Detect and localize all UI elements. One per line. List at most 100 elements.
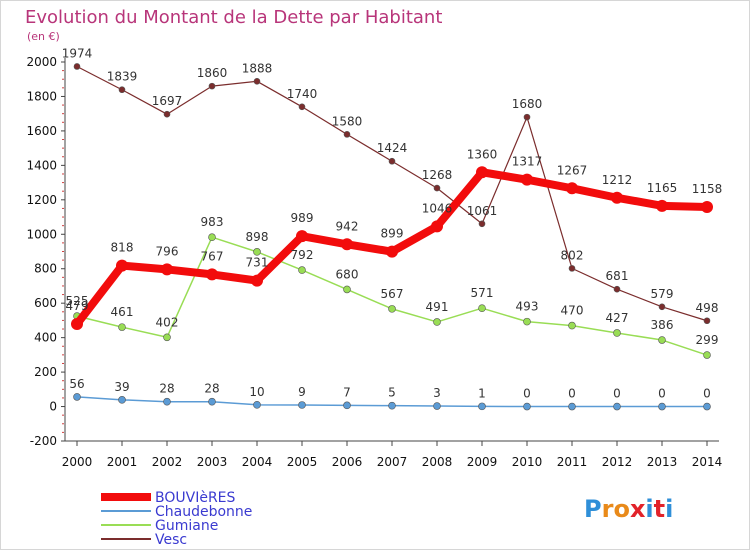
data-point-vesc xyxy=(478,220,486,228)
data-label-gumiane: 571 xyxy=(471,286,494,300)
data-point-chaudebonne xyxy=(658,402,666,411)
data-label-gumiane: 461 xyxy=(111,305,134,319)
data-label-bouvi-res: 899 xyxy=(381,227,404,241)
y-tick-label: 1600 xyxy=(26,124,57,138)
data-label-vesc: 1061 xyxy=(467,204,498,218)
x-tick-label: 2009 xyxy=(467,455,498,469)
x-tick-label: 2014 xyxy=(692,455,723,469)
data-label-chaudebonne: 0 xyxy=(613,387,621,401)
data-point-vesc xyxy=(343,131,351,138)
data-point-gumiane xyxy=(253,248,261,256)
data-point-bouvi-res xyxy=(161,263,173,276)
y-tick-label: 400 xyxy=(34,331,57,345)
data-label-bouvi-res: 1317 xyxy=(512,155,543,169)
data-point-bouvi-res xyxy=(341,238,353,251)
data-label-bouvi-res: 1267 xyxy=(557,163,588,177)
data-label-bouvi-res: 767 xyxy=(201,249,224,263)
x-tick-label: 2002 xyxy=(152,455,183,469)
data-label-gumiane: 386 xyxy=(651,318,674,332)
data-label-vesc: 681 xyxy=(606,269,629,283)
logo-letter: i xyxy=(665,495,673,523)
data-label-gumiane: 427 xyxy=(606,311,629,325)
data-label-bouvi-res: 1158 xyxy=(692,182,723,196)
x-tick-label: 2003 xyxy=(197,455,228,469)
x-tick-label: 2007 xyxy=(377,455,408,469)
data-label-bouvi-res: 731 xyxy=(246,256,269,270)
data-point-bouvi-res xyxy=(296,230,308,243)
data-point-vesc xyxy=(658,303,666,311)
data-point-gumiane xyxy=(568,321,576,330)
data-point-chaudebonne xyxy=(433,402,441,410)
data-label-chaudebonne: 7 xyxy=(343,385,351,399)
data-label-vesc: 1888 xyxy=(242,61,273,75)
data-label-chaudebonne: 56 xyxy=(69,377,84,391)
data-point-gumiane xyxy=(298,266,306,274)
data-labels: 56 39 28 28 10 9 7 5 3 1 0 0 0 0 052546140298389879268… xyxy=(62,46,723,400)
data-point-gumiane xyxy=(433,318,441,326)
data-label-vesc: 1697 xyxy=(152,94,183,108)
data-point-bouvi-res xyxy=(656,199,668,212)
data-label-vesc: 579 xyxy=(651,287,674,301)
data-label-vesc: 1680 xyxy=(512,97,543,111)
data-point-bouvi-res xyxy=(611,191,623,204)
data-label-gumiane: 491 xyxy=(426,300,449,314)
data-point-bouvi-res xyxy=(251,274,263,287)
data-label-vesc: 1580 xyxy=(332,114,363,128)
data-label-bouvi-res: 942 xyxy=(336,219,359,233)
data-label-bouvi-res: 818 xyxy=(111,241,134,255)
data-point-vesc xyxy=(613,285,621,293)
data-label-bouvi-res: 1360 xyxy=(467,147,498,161)
data-point-bouvi-res xyxy=(701,201,713,214)
data-label-gumiane: 493 xyxy=(516,300,539,314)
logo-letter: t xyxy=(654,495,665,523)
data-point-vesc xyxy=(523,113,531,121)
data-point-bouvi-res xyxy=(206,268,218,281)
x-tick-label: 2000 xyxy=(62,455,93,469)
y-tick-label: 0 xyxy=(49,400,57,414)
data-point-vesc xyxy=(253,77,261,85)
data-label-vesc: 1860 xyxy=(197,66,228,80)
data-point-bouvi-res xyxy=(71,318,83,331)
data-label-chaudebonne: 39 xyxy=(114,380,129,394)
data-point-gumiane xyxy=(208,233,216,242)
data-point-gumiane xyxy=(658,336,666,344)
x-tick-label: 2005 xyxy=(287,455,318,469)
data-point-chaudebonne xyxy=(298,401,306,409)
y-tick-label: 1000 xyxy=(26,227,57,241)
x-tick-label: 2013 xyxy=(647,455,678,469)
y-tick-label: 1800 xyxy=(26,89,57,103)
data-point-chaudebonne xyxy=(478,402,486,411)
data-point-vesc xyxy=(703,317,711,325)
data-point-gumiane xyxy=(343,285,351,294)
x-tick-label: 2006 xyxy=(332,455,363,469)
data-label-vesc: 1974 xyxy=(62,46,93,60)
logo-letter: r xyxy=(602,495,614,523)
data-label-bouvi-res: 796 xyxy=(156,244,179,258)
data-label-gumiane: 898 xyxy=(246,230,269,244)
x-tick-label: 2004 xyxy=(242,455,273,469)
data-label-vesc: 1839 xyxy=(107,70,138,84)
data-label-gumiane: 680 xyxy=(336,267,359,281)
data-label-vesc: 802 xyxy=(561,248,584,262)
data-point-chaudebonne xyxy=(613,402,621,411)
data-point-chaudebonne xyxy=(118,396,126,404)
data-label-chaudebonne: 0 xyxy=(658,387,666,401)
x-tick-label: 2001 xyxy=(107,455,138,469)
legend-label-chaudebonne: Chaudebonne xyxy=(155,504,252,520)
data-point-vesc xyxy=(208,82,216,90)
data-point-bouvi-res xyxy=(476,166,488,179)
data-label-gumiane: 402 xyxy=(156,315,179,329)
data-label-gumiane: 470 xyxy=(561,304,584,318)
legend-label-bouvi-res: BOUVIèRES xyxy=(155,490,236,506)
data-label-vesc: 1424 xyxy=(377,141,408,155)
data-label-chaudebonne: 1 xyxy=(478,386,486,400)
legend-label-gumiane: Gumiane xyxy=(155,518,218,534)
data-point-bouvi-res xyxy=(116,259,128,272)
x-tick-label: 2011 xyxy=(557,455,588,469)
data-label-vesc: 1740 xyxy=(287,87,318,101)
data-label-chaudebonne: 0 xyxy=(523,387,531,401)
data-label-chaudebonne: 10 xyxy=(249,385,264,399)
data-point-chaudebonne xyxy=(523,402,531,411)
